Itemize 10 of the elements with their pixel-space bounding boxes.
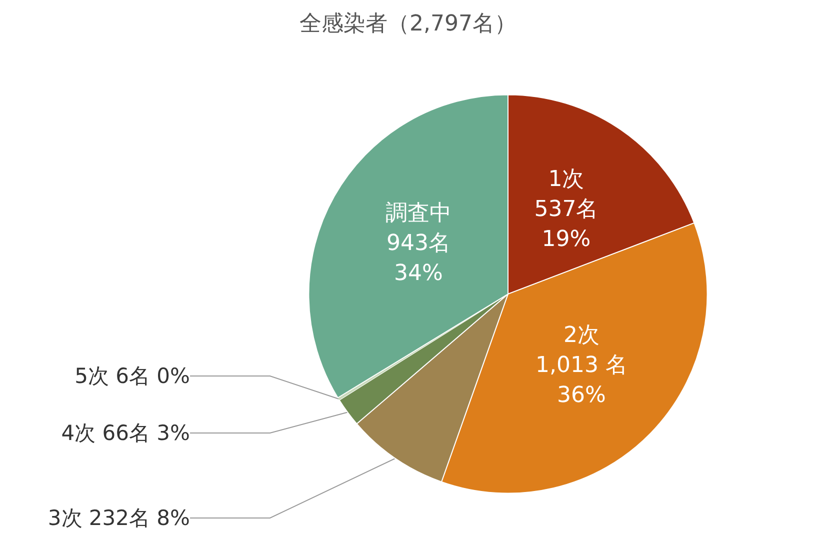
slice-label: 3次 232名 8% xyxy=(48,506,190,530)
data-label: 537名 19% xyxy=(534,196,598,252)
data-label: 1,013 名 36% xyxy=(535,353,628,408)
slice-label: 調査中 xyxy=(386,201,452,226)
slice-label: 5次 6名 0% xyxy=(74,364,190,388)
slice-label: 2次 xyxy=(563,323,600,348)
slice-label: 1次 xyxy=(548,166,584,192)
chart-title: 全感染者（2,797名） xyxy=(300,12,516,36)
slice-label: 4次 66名 3% xyxy=(61,421,190,445)
data-label: 943名 34% xyxy=(386,231,450,286)
